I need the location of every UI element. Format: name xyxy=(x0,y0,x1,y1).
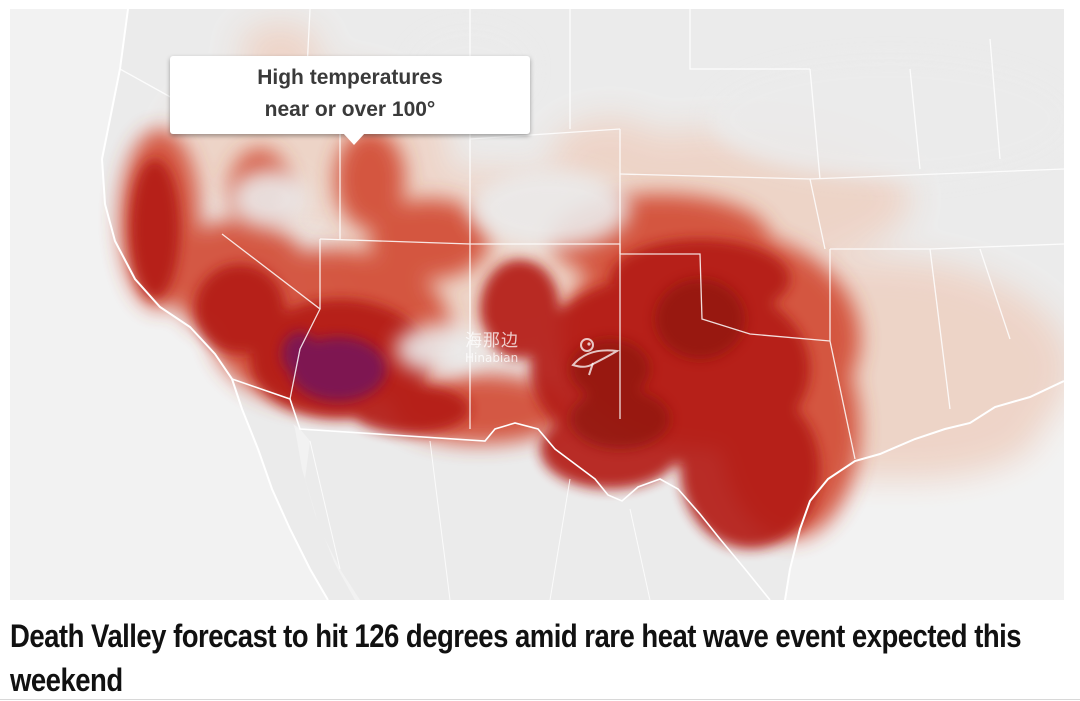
gulf-coastline xyxy=(784,380,1064,600)
pacific-coastline xyxy=(100,9,329,600)
watermark-latin: Hinabian xyxy=(465,351,519,365)
bird-logo-icon xyxy=(571,338,620,376)
watermark: 海那边 Hinabian xyxy=(465,331,620,376)
callout-line-1: High temperatures xyxy=(257,66,443,89)
callout-line-2: near or over 100° xyxy=(264,98,436,121)
heat-layer-max xyxy=(282,332,386,401)
callout-pointer xyxy=(343,133,365,145)
heat-map[interactable]: High temperatures near or over 100° 海那边 … xyxy=(10,9,1064,600)
article-headline[interactable]: Death Valley forecast to hit 126 degrees… xyxy=(10,618,1022,698)
mexico-borders xyxy=(309,440,651,600)
state-borders xyxy=(119,9,1064,460)
map-callout: High temperatures near or over 100° xyxy=(170,56,530,145)
us-mexico-border xyxy=(231,378,771,600)
cooler-patches xyxy=(230,29,1064,374)
land-baja xyxy=(232,379,355,600)
us-southwest-map xyxy=(10,9,1064,600)
divider xyxy=(0,699,1080,700)
watermark-chinese: 海那边 xyxy=(465,331,519,351)
